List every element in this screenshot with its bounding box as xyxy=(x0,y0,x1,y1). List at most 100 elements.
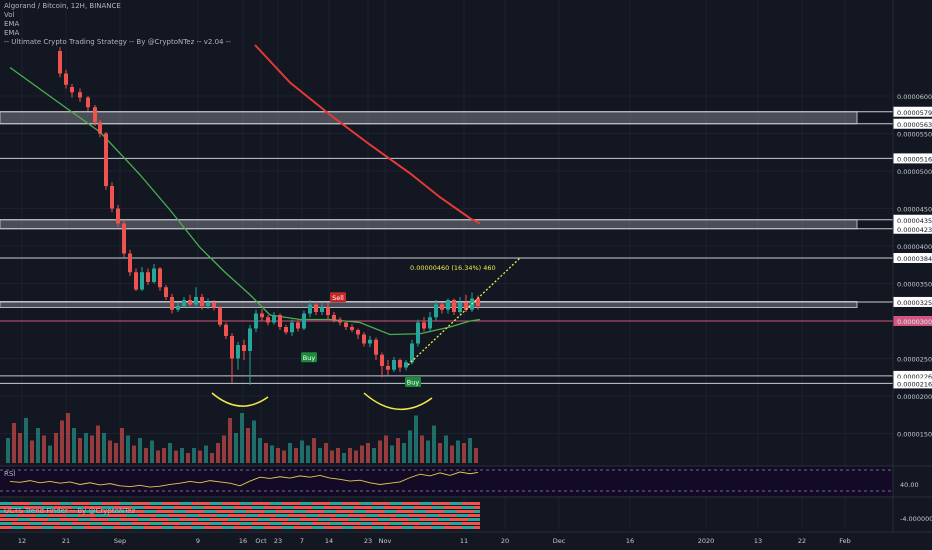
level-label-box xyxy=(893,296,932,307)
candle-body xyxy=(230,336,234,359)
trend-finder-cell xyxy=(138,502,144,505)
trend-finder-cell xyxy=(420,502,426,505)
rsi-panel[interactable] xyxy=(0,466,893,496)
volume-bar xyxy=(90,435,94,463)
trend-finder-cell xyxy=(360,514,366,517)
volume-bar xyxy=(72,428,76,463)
trend-finder-cell xyxy=(360,526,366,529)
trend-finder-cell xyxy=(174,502,180,505)
volume-bar xyxy=(408,430,412,463)
trend-finder-cell xyxy=(438,514,444,517)
trend-finder-cell xyxy=(336,514,342,517)
trend-finder-cell xyxy=(330,510,336,513)
trend-finder-cell xyxy=(180,518,186,521)
trend-finder-cell xyxy=(264,510,270,513)
trend-finder-cell xyxy=(60,522,66,525)
trend-finder-cell xyxy=(408,514,414,517)
trend-finder-cell xyxy=(348,510,354,513)
volume-bar xyxy=(192,448,196,463)
trend-finder-label: UCTS Trend Finder -- By @CryptoNTez xyxy=(4,507,136,515)
trend-finder-cell xyxy=(138,522,144,525)
trend-finder-panel[interactable] xyxy=(0,502,480,529)
trend-finder-cell xyxy=(300,526,306,529)
trend-finder-cell xyxy=(414,522,420,525)
trend-finder-cell xyxy=(96,526,102,529)
trend-finder-cell xyxy=(18,522,24,525)
volume-bar xyxy=(42,435,46,463)
trend-finder-cell xyxy=(234,502,240,505)
trend-finder-cell xyxy=(144,506,150,509)
trend-finder-cell xyxy=(168,518,174,521)
trend-finder-cell xyxy=(306,502,312,505)
volume-bar xyxy=(24,418,28,463)
trend-finder-cell xyxy=(390,506,396,509)
trend-finder-cell xyxy=(132,526,138,529)
trend-finder-cell xyxy=(84,526,90,529)
trend-finder-cell xyxy=(12,502,18,505)
volume-bar xyxy=(66,413,70,463)
trend-finder-cell xyxy=(162,522,168,525)
trend-finder-cell xyxy=(78,526,84,529)
trend-finder-cell xyxy=(432,522,438,525)
trend-finder-cell xyxy=(222,522,228,525)
trend-finder-cell xyxy=(234,510,240,513)
volume-bar xyxy=(186,453,190,463)
volume-bar xyxy=(180,448,184,463)
trend-finder-cell xyxy=(18,514,24,517)
trend-finder-cell xyxy=(312,526,318,529)
trend-finder-cell xyxy=(12,526,18,529)
candle-body xyxy=(278,315,282,327)
trend-finder-cell xyxy=(366,506,372,509)
buy-signal-badge xyxy=(301,352,317,363)
trend-finder-cell xyxy=(24,522,30,525)
level-label-box xyxy=(893,370,932,381)
trend-finder-cell xyxy=(132,514,138,517)
trend-finder-cell xyxy=(24,510,30,513)
volume-bar xyxy=(360,445,364,463)
volume-bar xyxy=(474,448,478,463)
trend-finder-cell xyxy=(210,502,216,505)
trend-finder-cell xyxy=(162,514,168,517)
trend-finder-cell xyxy=(180,522,186,525)
trend-finder-cell xyxy=(390,510,396,513)
trend-finder-cell xyxy=(246,502,252,505)
trend-finder-cell xyxy=(54,510,60,513)
trend-finder-cell xyxy=(378,526,384,529)
trend-finder-cell xyxy=(174,518,180,521)
volume-bar xyxy=(204,445,208,463)
trend-finder-cell xyxy=(42,518,48,521)
trend-finder-cell xyxy=(306,522,312,525)
time-tick-label: Sep xyxy=(114,537,126,545)
trend-finder-cell xyxy=(132,506,138,509)
candle-body xyxy=(170,297,174,310)
trend-finder-cell xyxy=(84,522,90,525)
trend-finder-cell xyxy=(120,518,126,521)
volume-bar xyxy=(222,435,226,463)
time-tick-label: 13 xyxy=(754,537,762,545)
trend-finder-cell xyxy=(90,522,96,525)
trend-finder-cell xyxy=(6,510,12,513)
trend-finder-cell xyxy=(42,522,48,525)
volume-bar xyxy=(336,448,340,463)
trend-finder-cell xyxy=(102,510,108,513)
trend-finder-cell xyxy=(66,506,72,509)
trend-finder-cell xyxy=(468,506,474,509)
volume-bar xyxy=(198,450,202,463)
trend-finder-cell xyxy=(150,526,156,529)
buy-signal-badge xyxy=(405,377,421,387)
trend-finder-cell xyxy=(114,514,120,517)
trend-finder-cell xyxy=(90,506,96,509)
trend-finder-cell xyxy=(396,510,402,513)
trend-finder-cell xyxy=(0,510,6,513)
candle-body xyxy=(464,302,468,310)
trend-finder-cell xyxy=(306,510,312,513)
trend-finder-cell xyxy=(426,510,432,513)
trend-finder-cell xyxy=(288,514,294,517)
trend-finder-cell xyxy=(318,506,324,509)
trend-finder-cell xyxy=(282,502,288,505)
trend-finder-cell xyxy=(174,514,180,517)
